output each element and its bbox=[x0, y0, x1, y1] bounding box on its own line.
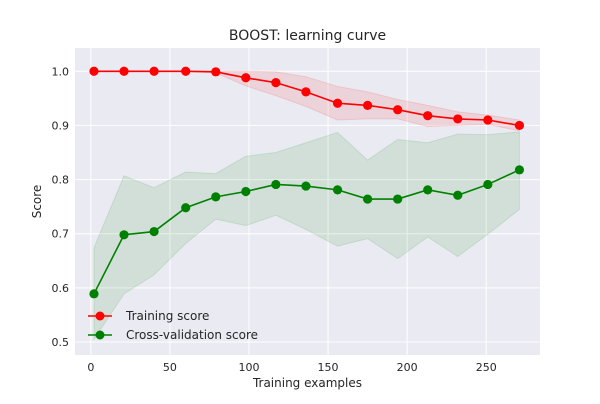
training-score-point bbox=[363, 100, 373, 110]
y-tick-label: 0.6 bbox=[52, 282, 70, 295]
training-score-point bbox=[89, 66, 99, 76]
plot-area bbox=[75, 48, 540, 355]
y-axis-ticks: 0.5 0.6 0.7 0.8 0.9 1.0 bbox=[52, 65, 70, 349]
cv-score-band bbox=[93, 131, 520, 341]
cv-score-point bbox=[393, 194, 403, 204]
cv-score-point bbox=[149, 226, 159, 237]
x-axis-ticks: 0 50 100 150 200 250 bbox=[87, 361, 496, 374]
series-markers bbox=[89, 66, 525, 299]
x-tick-label: 0 bbox=[87, 361, 94, 374]
y-axis-label: Score bbox=[30, 185, 44, 219]
cv-score-point bbox=[453, 190, 463, 200]
cv-score-point bbox=[332, 185, 343, 195]
confidence-bands bbox=[93, 70, 520, 341]
cv-score-point bbox=[241, 186, 251, 197]
cv-score-point bbox=[363, 194, 373, 204]
cv-score-point bbox=[271, 179, 281, 190]
cv-score-point bbox=[483, 179, 493, 190]
training-score-point bbox=[241, 73, 251, 83]
x-tick-label: 50 bbox=[163, 361, 177, 374]
training-score-point bbox=[423, 111, 433, 121]
training-score-point bbox=[483, 115, 493, 125]
training-score-point bbox=[332, 98, 343, 108]
training-score-point bbox=[181, 66, 191, 76]
training-score-point bbox=[514, 120, 525, 131]
training-score-point bbox=[119, 66, 129, 76]
grid-lines bbox=[75, 48, 540, 355]
legend-marker-training bbox=[95, 311, 105, 321]
y-tick-label: 0.7 bbox=[52, 228, 70, 241]
y-tick-label: 0.9 bbox=[52, 119, 70, 132]
cv-score-point bbox=[514, 165, 525, 175]
x-tick-label: 150 bbox=[318, 361, 339, 374]
chart-title: BOOST: learning curve bbox=[229, 28, 386, 44]
y-tick-label: 0.8 bbox=[52, 174, 70, 187]
cv-score-point bbox=[211, 192, 221, 202]
legend-label-cv: Cross-validation score bbox=[126, 328, 258, 342]
x-tick-label: 250 bbox=[476, 361, 497, 374]
cv-score-point bbox=[301, 181, 311, 191]
cv-score-point bbox=[89, 289, 99, 299]
training-score-point bbox=[453, 114, 463, 124]
training-score-point bbox=[301, 87, 311, 97]
y-tick-label: 0.5 bbox=[52, 336, 70, 349]
x-axis-label: Training examples bbox=[252, 376, 362, 390]
training-score-point bbox=[149, 66, 159, 76]
training-score-point bbox=[393, 105, 403, 115]
y-tick-label: 1.0 bbox=[52, 65, 70, 78]
cv-score-point bbox=[119, 230, 129, 240]
legend-marker-cv bbox=[95, 330, 105, 340]
training-score-point bbox=[271, 78, 281, 88]
cv-score-point bbox=[423, 185, 433, 195]
cv-score-point bbox=[181, 203, 191, 213]
legend: Training score Cross-validation score bbox=[88, 309, 258, 342]
x-tick-label: 100 bbox=[238, 361, 259, 374]
x-tick-label: 200 bbox=[397, 361, 418, 374]
legend-label-training: Training score bbox=[125, 309, 209, 323]
training-score-point bbox=[211, 67, 221, 77]
